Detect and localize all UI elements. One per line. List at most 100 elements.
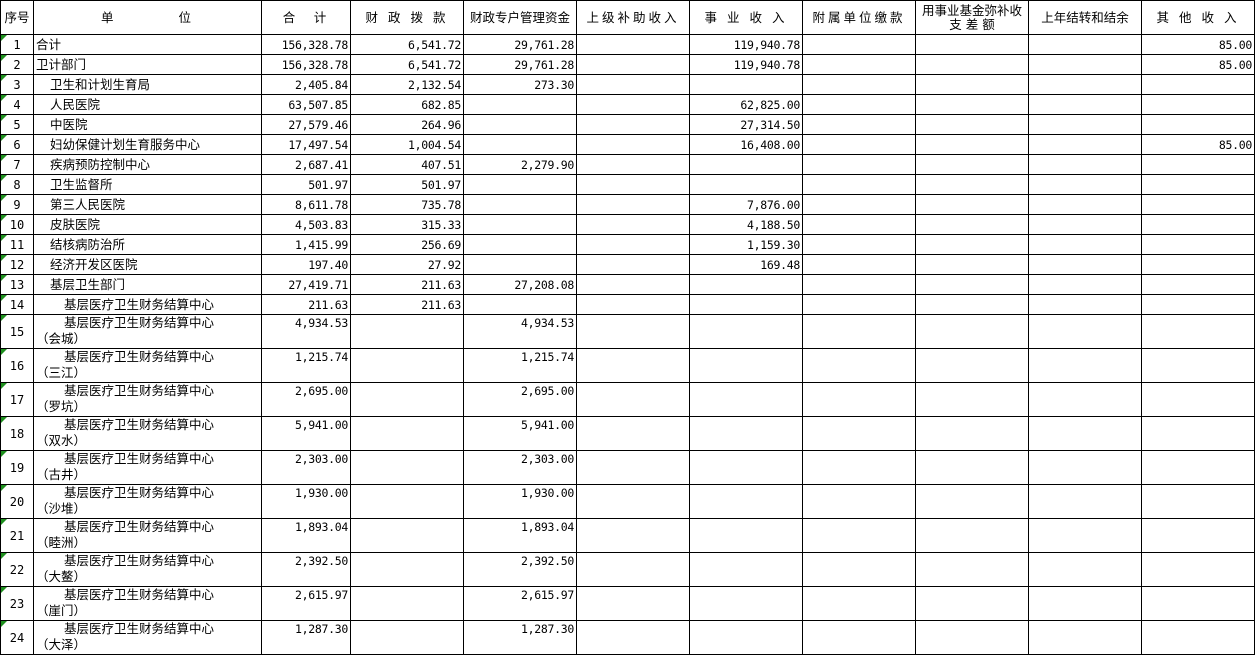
cell-business-fund-offset[interactable] bbox=[915, 114, 1029, 135]
cell-unit[interactable]: 皮肤医院 bbox=[33, 214, 262, 235]
cell-affiliated-payment[interactable] bbox=[802, 74, 916, 95]
cell-fiscal-appropriation[interactable] bbox=[350, 416, 464, 451]
cell-prior-year-carryover[interactable] bbox=[1028, 134, 1142, 155]
cell-superior-subsidy[interactable] bbox=[576, 518, 690, 553]
cell-fiscal-special-account[interactable]: 2,615.97 bbox=[463, 586, 577, 621]
cell-fiscal-appropriation[interactable] bbox=[350, 348, 464, 383]
cell-other-income[interactable] bbox=[1141, 214, 1255, 235]
cell-fiscal-appropriation[interactable]: 315.33 bbox=[350, 214, 464, 235]
cell-affiliated-payment[interactable] bbox=[802, 214, 916, 235]
cell-affiliated-payment[interactable] bbox=[802, 348, 916, 383]
cell-fiscal-special-account[interactable] bbox=[463, 214, 577, 235]
cell-total[interactable]: 27,419.71 bbox=[261, 274, 351, 295]
cell-seq[interactable]: 2 bbox=[0, 54, 34, 75]
cell-business-fund-offset[interactable] bbox=[915, 450, 1029, 485]
cell-unit[interactable]: 卫生监督所 bbox=[33, 174, 262, 195]
cell-business-fund-offset[interactable] bbox=[915, 274, 1029, 295]
cell-business-income[interactable]: 7,876.00 bbox=[689, 194, 803, 215]
cell-business-fund-offset[interactable] bbox=[915, 552, 1029, 587]
cell-fiscal-special-account[interactable]: 29,761.28 bbox=[463, 34, 577, 55]
cell-prior-year-carryover[interactable] bbox=[1028, 450, 1142, 485]
header-superior-subsidy[interactable]: 上级补助收入 bbox=[576, 0, 690, 35]
cell-seq[interactable]: 16 bbox=[0, 348, 34, 383]
cell-other-income[interactable] bbox=[1141, 114, 1255, 135]
cell-fiscal-special-account[interactable] bbox=[463, 174, 577, 195]
cell-seq[interactable]: 10 bbox=[0, 214, 34, 235]
cell-fiscal-appropriation[interactable]: 211.63 bbox=[350, 274, 464, 295]
cell-affiliated-payment[interactable] bbox=[802, 450, 916, 485]
cell-superior-subsidy[interactable] bbox=[576, 416, 690, 451]
cell-seq[interactable]: 6 bbox=[0, 134, 34, 155]
cell-total[interactable]: 63,507.85 bbox=[261, 94, 351, 115]
cell-unit[interactable]: 基层卫生部门 bbox=[33, 274, 262, 295]
cell-business-fund-offset[interactable] bbox=[915, 234, 1029, 255]
header-business-income[interactable]: 事 业 收 入 bbox=[689, 0, 803, 35]
cell-fiscal-appropriation[interactable]: 27.92 bbox=[350, 254, 464, 275]
cell-unit[interactable]: 中医院 bbox=[33, 114, 262, 135]
cell-superior-subsidy[interactable] bbox=[576, 274, 690, 295]
cell-affiliated-payment[interactable] bbox=[802, 114, 916, 135]
cell-total[interactable]: 27,579.46 bbox=[261, 114, 351, 135]
cell-unit[interactable]: 基层医疗卫生财务结算中心 bbox=[33, 294, 262, 315]
cell-business-income[interactable] bbox=[689, 586, 803, 621]
cell-prior-year-carryover[interactable] bbox=[1028, 234, 1142, 255]
cell-fiscal-appropriation[interactable] bbox=[350, 586, 464, 621]
cell-seq[interactable]: 20 bbox=[0, 484, 34, 519]
cell-business-income[interactable]: 119,940.78 bbox=[689, 54, 803, 75]
cell-other-income[interactable] bbox=[1141, 74, 1255, 95]
cell-prior-year-carryover[interactable] bbox=[1028, 214, 1142, 235]
cell-business-income[interactable] bbox=[689, 348, 803, 383]
cell-superior-subsidy[interactable] bbox=[576, 450, 690, 485]
cell-business-fund-offset[interactable] bbox=[915, 34, 1029, 55]
cell-affiliated-payment[interactable] bbox=[802, 552, 916, 587]
cell-business-income[interactable] bbox=[689, 416, 803, 451]
cell-prior-year-carryover[interactable] bbox=[1028, 154, 1142, 175]
cell-other-income[interactable] bbox=[1141, 484, 1255, 519]
cell-affiliated-payment[interactable] bbox=[802, 194, 916, 215]
cell-business-fund-offset[interactable] bbox=[915, 416, 1029, 451]
cell-fiscal-special-account[interactable]: 27,208.08 bbox=[463, 274, 577, 295]
cell-fiscal-appropriation[interactable] bbox=[350, 382, 464, 417]
cell-seq[interactable]: 14 bbox=[0, 294, 34, 315]
cell-business-income[interactable] bbox=[689, 552, 803, 587]
cell-total[interactable]: 501.97 bbox=[261, 174, 351, 195]
cell-seq[interactable]: 4 bbox=[0, 94, 34, 115]
cell-seq[interactable]: 21 bbox=[0, 518, 34, 553]
cell-business-income[interactable] bbox=[689, 294, 803, 315]
cell-fiscal-special-account[interactable] bbox=[463, 194, 577, 215]
cell-prior-year-carryover[interactable] bbox=[1028, 94, 1142, 115]
cell-total[interactable]: 1,415.99 bbox=[261, 234, 351, 255]
cell-total[interactable]: 2,303.00 bbox=[261, 450, 351, 485]
cell-fiscal-appropriation[interactable]: 1,004.54 bbox=[350, 134, 464, 155]
cell-seq[interactable]: 19 bbox=[0, 450, 34, 485]
cell-fiscal-special-account[interactable]: 2,392.50 bbox=[463, 552, 577, 587]
cell-superior-subsidy[interactable] bbox=[576, 174, 690, 195]
cell-fiscal-special-account[interactable] bbox=[463, 134, 577, 155]
cell-business-fund-offset[interactable] bbox=[915, 314, 1029, 349]
cell-prior-year-carryover[interactable] bbox=[1028, 174, 1142, 195]
cell-unit[interactable]: 基层医疗卫生财务结算中心 （沙堆） bbox=[33, 484, 262, 519]
cell-prior-year-carryover[interactable] bbox=[1028, 586, 1142, 621]
cell-affiliated-payment[interactable] bbox=[802, 518, 916, 553]
cell-fiscal-appropriation[interactable]: 407.51 bbox=[350, 154, 464, 175]
cell-seq[interactable]: 13 bbox=[0, 274, 34, 295]
cell-prior-year-carryover[interactable] bbox=[1028, 254, 1142, 275]
cell-fiscal-special-account[interactable]: 2,303.00 bbox=[463, 450, 577, 485]
cell-prior-year-carryover[interactable] bbox=[1028, 114, 1142, 135]
cell-seq[interactable]: 3 bbox=[0, 74, 34, 95]
cell-other-income[interactable] bbox=[1141, 154, 1255, 175]
cell-other-income[interactable] bbox=[1141, 314, 1255, 349]
cell-business-income[interactable] bbox=[689, 450, 803, 485]
cell-fiscal-appropriation[interactable]: 264.96 bbox=[350, 114, 464, 135]
cell-other-income[interactable]: 85.00 bbox=[1141, 34, 1255, 55]
cell-business-fund-offset[interactable] bbox=[915, 382, 1029, 417]
header-fiscal-appropriation[interactable]: 财 政 拨 款 bbox=[350, 0, 464, 35]
cell-fiscal-special-account[interactable]: 1,215.74 bbox=[463, 348, 577, 383]
cell-fiscal-appropriation[interactable]: 501.97 bbox=[350, 174, 464, 195]
cell-other-income[interactable] bbox=[1141, 586, 1255, 621]
cell-seq[interactable]: 24 bbox=[0, 620, 34, 655]
cell-fiscal-special-account[interactable]: 1,893.04 bbox=[463, 518, 577, 553]
cell-unit[interactable]: 基层医疗卫生财务结算中心 （崖门） bbox=[33, 586, 262, 621]
cell-fiscal-appropriation[interactable]: 735.78 bbox=[350, 194, 464, 215]
cell-total[interactable]: 1,930.00 bbox=[261, 484, 351, 519]
